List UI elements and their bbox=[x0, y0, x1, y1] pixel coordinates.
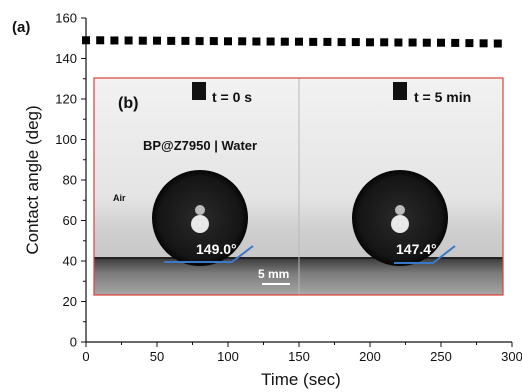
needle-right bbox=[393, 82, 407, 100]
data-point bbox=[394, 38, 403, 47]
drop-right-reflection bbox=[395, 205, 405, 215]
data-point bbox=[451, 38, 460, 47]
tangent-left bbox=[164, 245, 254, 263]
y-tick-label: 120 bbox=[55, 92, 77, 107]
y-tick-label: 20 bbox=[63, 294, 77, 309]
data-point bbox=[366, 38, 374, 47]
angle-label-left: 149.0° bbox=[196, 241, 237, 257]
data-point bbox=[167, 36, 176, 45]
data-point bbox=[266, 37, 275, 46]
y-tick-label: 160 bbox=[55, 11, 77, 26]
drop-right-highlight bbox=[391, 215, 409, 233]
y-ticks: 0 20 40 60 80 100 120 140 160 bbox=[55, 11, 86, 350]
y-tick-label: 0 bbox=[70, 335, 77, 350]
data-point bbox=[295, 37, 303, 46]
data-point bbox=[408, 38, 417, 47]
y-tick-label: 40 bbox=[63, 254, 77, 269]
data-point bbox=[337, 38, 346, 47]
x-tick-label: 150 bbox=[288, 349, 310, 364]
tangent-right bbox=[394, 245, 456, 264]
data-point bbox=[437, 38, 445, 47]
data-point bbox=[209, 37, 218, 46]
x-tick-label: 300 bbox=[501, 349, 522, 364]
droplet-right bbox=[352, 82, 456, 266]
y-tick-label: 100 bbox=[55, 132, 77, 147]
scale-bar-label: 5 mm bbox=[258, 267, 289, 281]
data-point bbox=[96, 36, 105, 45]
data-point bbox=[252, 37, 261, 46]
x-tick-label: 0 bbox=[82, 349, 89, 364]
x-tick-label: 200 bbox=[359, 349, 381, 364]
inset-photo: (b) t = 0 s t = 5 min BP@Z7950 | Water A… bbox=[93, 77, 504, 296]
data-point bbox=[323, 37, 332, 46]
data-point bbox=[153, 36, 161, 45]
data-point bbox=[238, 37, 247, 46]
data-point bbox=[110, 36, 119, 45]
data-point bbox=[138, 36, 147, 45]
data-point bbox=[181, 36, 190, 45]
x-axis-title: Time (sec) bbox=[261, 370, 341, 389]
x-ticks: 0 50 100 150 200 250 300 bbox=[82, 342, 522, 364]
data-point bbox=[124, 36, 133, 45]
panel-label-b: (b) bbox=[118, 95, 138, 112]
data-points bbox=[82, 36, 502, 48]
needle-left bbox=[192, 82, 206, 100]
x-tick-label: 50 bbox=[150, 349, 164, 364]
data-point bbox=[479, 39, 488, 48]
time-label-left: t = 0 s bbox=[212, 89, 252, 105]
drop-left-highlight bbox=[191, 215, 209, 233]
data-point bbox=[351, 38, 360, 47]
x-tick-label: 100 bbox=[217, 349, 239, 364]
time-label-right: t = 5 min bbox=[414, 89, 471, 105]
sample-label: BP@Z7950 | Water bbox=[143, 138, 257, 153]
medium-label: Air bbox=[113, 193, 126, 203]
droplet-left bbox=[152, 82, 254, 266]
data-point bbox=[465, 39, 474, 48]
data-point bbox=[493, 39, 502, 48]
data-point bbox=[224, 37, 232, 46]
data-point bbox=[195, 37, 204, 46]
angle-label-right: 147.4° bbox=[396, 241, 437, 257]
data-point bbox=[280, 37, 289, 46]
x-tick-label: 250 bbox=[430, 349, 452, 364]
data-point bbox=[309, 37, 318, 46]
data-point bbox=[422, 38, 431, 47]
panel-label-a: (a) bbox=[12, 19, 30, 36]
y-tick-label: 80 bbox=[63, 173, 77, 188]
y-axis-title: Contact angle (deg) bbox=[23, 105, 42, 254]
y-tick-label: 140 bbox=[55, 51, 77, 66]
drop-left-reflection bbox=[195, 205, 205, 215]
data-point bbox=[82, 36, 90, 45]
data-point bbox=[380, 38, 389, 47]
y-tick-label: 60 bbox=[63, 213, 77, 228]
inset-border bbox=[93, 77, 504, 296]
